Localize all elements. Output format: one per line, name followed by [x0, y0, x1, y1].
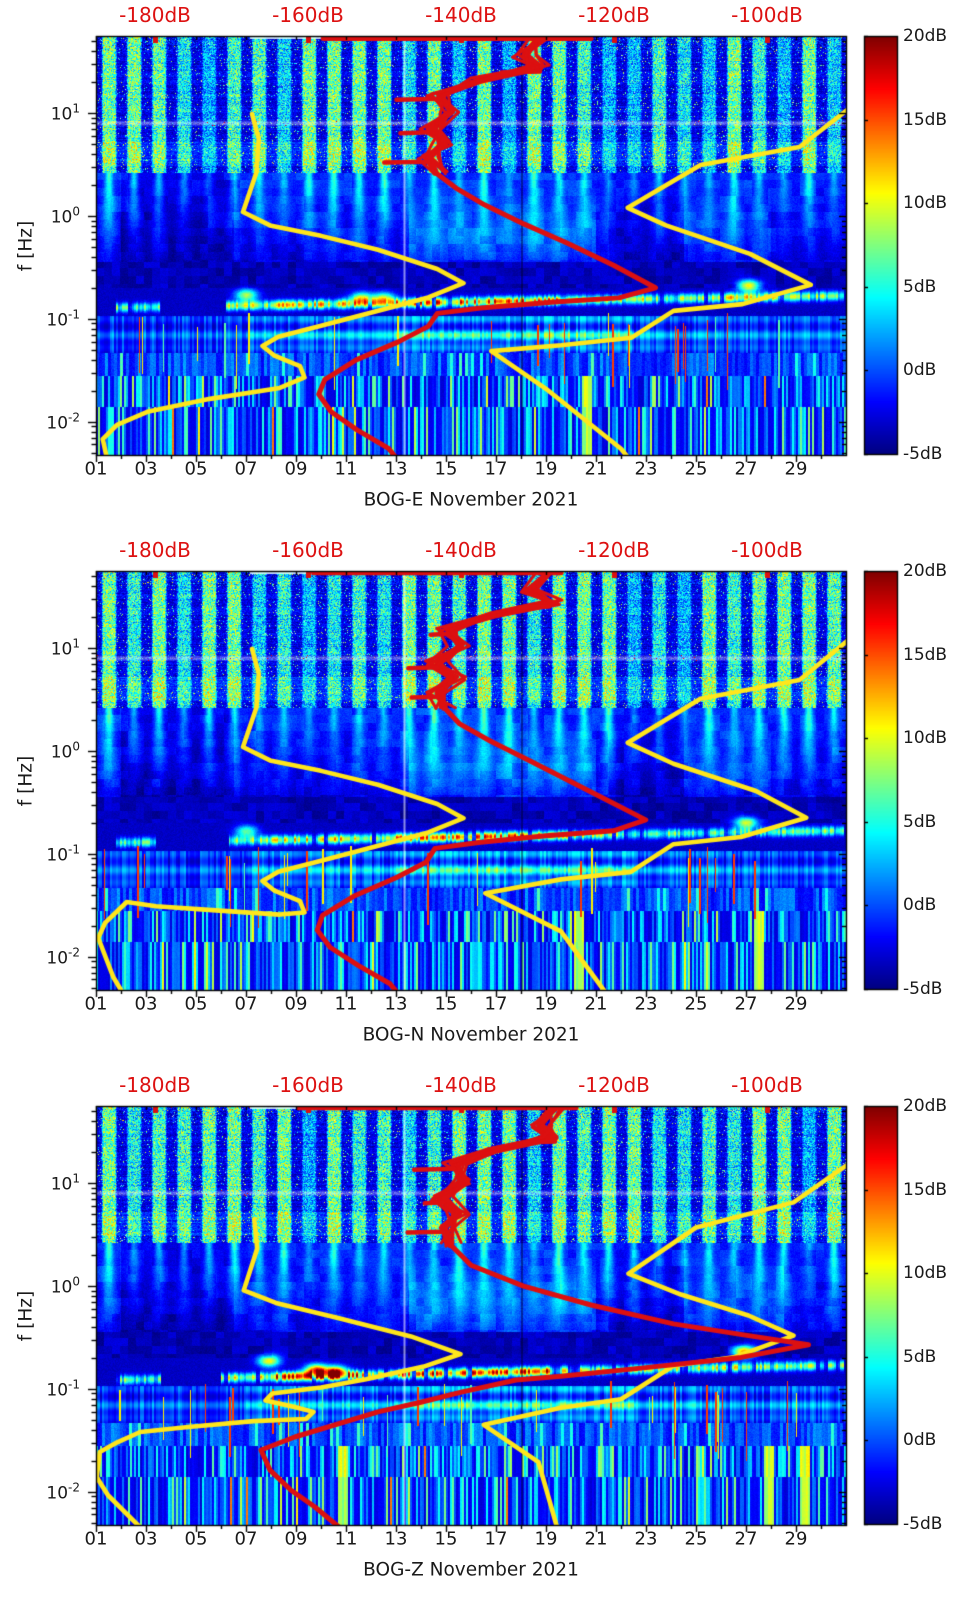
- spectrogram-figure-canvas: [0, 0, 962, 1599]
- figure-root: -180dB -160dB -140dB -120dB -100dB 01 03 05 07 09…: [0, 0, 962, 1599]
